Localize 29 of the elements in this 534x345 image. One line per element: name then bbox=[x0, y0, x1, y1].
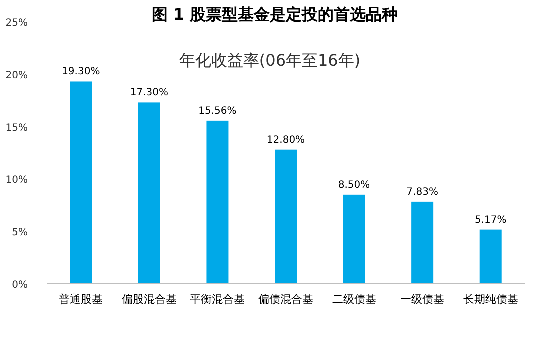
y-tick-label: 20% bbox=[6, 70, 28, 82]
bar bbox=[275, 150, 297, 284]
x-tick-label: 二级债基 bbox=[332, 293, 376, 306]
y-tick-label: 10% bbox=[6, 175, 28, 186]
data-label: 8.50% bbox=[338, 180, 370, 191]
data-label: 15.56% bbox=[198, 106, 237, 117]
data-label: 19.30% bbox=[62, 66, 100, 78]
bar bbox=[412, 202, 434, 284]
x-tick-label: 普通股基 bbox=[59, 293, 104, 306]
bar bbox=[480, 230, 502, 284]
bar bbox=[70, 82, 92, 284]
y-tick-label: 15% bbox=[6, 122, 28, 134]
data-label: 17.30% bbox=[130, 88, 168, 99]
bar bbox=[138, 102, 160, 284]
x-tick-label: 平衡混合基 bbox=[190, 293, 246, 306]
data-label: 5.17% bbox=[474, 214, 507, 226]
data-label: 7.83% bbox=[406, 186, 438, 198]
text: 年化收益率(06年至16年) bbox=[179, 51, 361, 70]
chart-title: 图 1 股票型基金是定投的首选品种 bbox=[152, 5, 398, 24]
x-tick-label: 一级债基 bbox=[400, 293, 445, 306]
y-tick-label: 25% bbox=[6, 18, 28, 29]
x-tick-label: 偏股混合基 bbox=[122, 293, 177, 306]
y-tick-label: 5% bbox=[12, 228, 28, 239]
bar bbox=[343, 194, 366, 284]
data-label: 12.80% bbox=[266, 134, 306, 146]
x-tick-label: 偏债混合基 bbox=[258, 293, 314, 306]
x-tick-label: 长期纯债基 bbox=[463, 293, 518, 306]
bar bbox=[206, 120, 229, 284]
y-tick-label: 0% bbox=[12, 280, 28, 291]
